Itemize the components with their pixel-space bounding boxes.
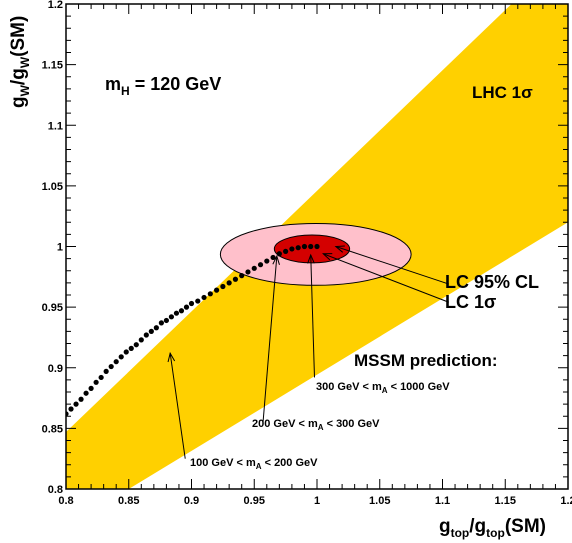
mssm-point [257, 262, 264, 268]
mssm-point [98, 374, 104, 381]
x-tick-label: 1.1 [435, 495, 450, 507]
mssm-point [118, 354, 124, 360]
mssm-point [133, 342, 139, 348]
mssm-point [232, 276, 239, 282]
x-tick-label: 0.85 [118, 495, 139, 507]
mssm-point [207, 291, 213, 297]
arrow-lc1sigma [322, 253, 449, 303]
mssm-point [283, 248, 289, 254]
arrow-300-1000 [307, 253, 315, 378]
mssm-point [264, 258, 270, 264]
mssm-point [103, 368, 109, 374]
annotation-arrows [167, 245, 449, 459]
lhc-label: LHC 1σ [472, 83, 533, 102]
arrow-100-200 [167, 351, 186, 459]
lc1sigma-label: LC 1σ [445, 292, 496, 312]
mssm-point [68, 406, 74, 412]
x-tick-label: 0.95 [244, 495, 265, 507]
mssm-point [188, 300, 195, 307]
mssm-point [88, 385, 94, 391]
y-axis-title: gW/gW(SM) [8, 16, 32, 108]
mssm-point [220, 283, 226, 290]
mssm-point [173, 310, 180, 316]
x-tick-labels: 0.8 0.85 0.9 0.95 1 1.05 1.1 1.15 1.2 [58, 495, 572, 507]
mssm-point [108, 363, 114, 370]
mssm-point [245, 269, 251, 275]
y-tick-label: 1.15 [42, 60, 63, 72]
range-label-100-200: 100 GeV < mA < 200 GeV [190, 457, 318, 471]
mssm-point [295, 245, 301, 251]
lc95-label: LC 95% CL [445, 272, 539, 292]
x-tick-label: 1.2 [560, 495, 572, 507]
mssm-point [148, 328, 154, 334]
mssm-point [183, 304, 190, 310]
lc-1sigma-ellipse [273, 234, 351, 264]
mssm-points [66, 243, 320, 417]
mssm-point [128, 345, 134, 351]
axis-ticks [65, 3, 569, 490]
range-label-300-1000: 300 GeV < mA < 1000 GeV [316, 381, 450, 395]
mssm-point [138, 337, 144, 343]
mssm-point [276, 251, 282, 257]
mssm-point [201, 294, 207, 301]
y-tick-label: 1 [57, 242, 63, 254]
mssm-point [270, 254, 276, 261]
mssm-point [83, 390, 89, 396]
mssm-point [113, 359, 119, 365]
x-tick-label: 0.9 [184, 495, 199, 507]
mssm-point [163, 317, 169, 324]
mssm-point [78, 396, 84, 402]
y-tick-label: 0.95 [42, 302, 63, 314]
x-tick-label: 1.05 [369, 495, 390, 507]
mssm-point [239, 273, 245, 279]
mssm-point [226, 280, 232, 286]
y-tick-label: 0.8 [48, 484, 63, 496]
mssm-point [195, 298, 201, 304]
mh-label: mH = 120 GeV [105, 74, 221, 98]
mssm-point [308, 243, 314, 250]
y-tick-label: 1.2 [48, 0, 63, 11]
mssm-point [214, 287, 220, 293]
mssm-point [123, 349, 129, 355]
y-tick-label: 0.85 [42, 423, 63, 435]
range-label-200-300: 200 GeV < mA < 300 GeV [252, 418, 380, 432]
mssm-point [73, 401, 79, 407]
mssm-point [143, 332, 149, 338]
mssm-point [168, 314, 175, 320]
x-tick-label: 1.15 [495, 495, 516, 507]
mssm-point [158, 320, 164, 326]
mssm-point [289, 246, 295, 252]
y-tick-label: 1.1 [48, 120, 63, 132]
mssm-point [153, 325, 159, 331]
mssm-label: MSSM prediction: [354, 351, 498, 370]
mssm-point [314, 243, 320, 250]
mssm-point [251, 265, 257, 271]
arrow-200-300 [262, 254, 280, 423]
plot-area [66, 4, 568, 489]
x-tick-label: 1 [314, 495, 320, 507]
x-tick-label: 0.8 [58, 495, 73, 507]
mssm-point [93, 379, 99, 385]
y-tick-labels: 0.8 0.85 0.9 0.95 1 1.05 1.1 1.15 1.2 [42, 0, 63, 496]
y-tick-label: 1.05 [42, 181, 63, 193]
arrow-lc95 [334, 245, 449, 285]
y-tick-label: 0.9 [48, 363, 63, 375]
mssm-point [301, 243, 308, 250]
x-axis-title: gtop/gtop(SM) [439, 516, 546, 540]
mssm-point [178, 308, 185, 314]
